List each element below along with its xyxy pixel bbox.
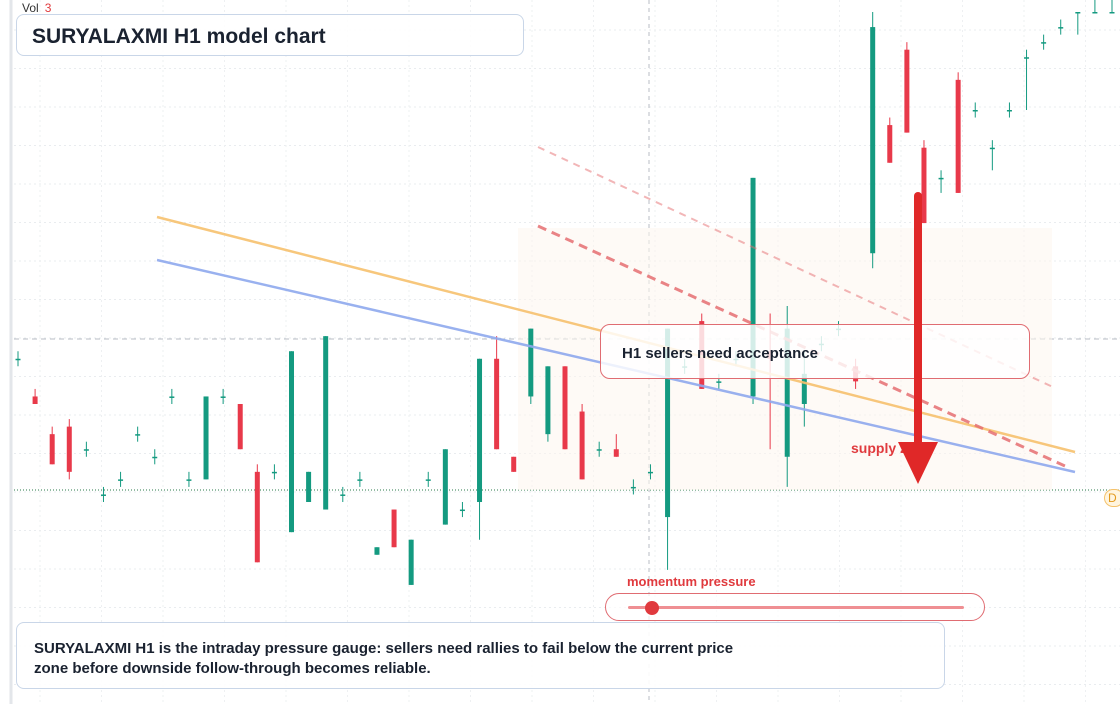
candle[interactable] xyxy=(289,351,294,533)
volume-indicator: Vol 3 xyxy=(22,1,51,15)
candles-layer xyxy=(15,0,1115,585)
candle[interactable] xyxy=(391,509,397,548)
gauge-track xyxy=(628,606,964,609)
candle[interactable] xyxy=(15,351,21,367)
candle[interactable] xyxy=(340,486,346,502)
candle[interactable] xyxy=(442,449,448,525)
acceptance-callout: H1 sellers need acceptance xyxy=(600,324,1030,379)
candle[interactable] xyxy=(904,42,910,133)
momentum-gauge[interactable] xyxy=(605,593,985,621)
candle[interactable] xyxy=(989,140,995,171)
price-tag[interactable]: D xyxy=(1104,489,1120,507)
candle[interactable] xyxy=(408,539,414,585)
candle[interactable] xyxy=(1109,0,1115,14)
candle[interactable] xyxy=(579,404,585,480)
upper-resistance-line xyxy=(537,146,1056,389)
candle[interactable] xyxy=(630,479,636,495)
summary-note-box: SURYALAXMI H1 is the intraday pressure g… xyxy=(16,622,945,689)
candle[interactable] xyxy=(186,471,192,487)
candle[interactable] xyxy=(1058,19,1064,35)
momentum-gauge-title: momentum pressure xyxy=(627,574,756,589)
candle[interactable] xyxy=(545,366,551,442)
chart-title: SURYALAXMI H1 model chart xyxy=(32,25,326,48)
summary-note: SURYALAXMI H1 is the intraday pressure g… xyxy=(34,640,734,677)
candle[interactable] xyxy=(1006,102,1012,118)
candle[interactable] xyxy=(459,502,465,518)
candle[interactable] xyxy=(921,140,927,224)
candle[interactable] xyxy=(152,449,158,465)
candle[interactable] xyxy=(511,456,517,472)
candle[interactable] xyxy=(938,170,944,193)
candle[interactable] xyxy=(323,336,329,510)
candle[interactable] xyxy=(49,426,55,465)
candle[interactable] xyxy=(220,388,226,404)
candle[interactable] xyxy=(1075,12,1081,35)
candle[interactable] xyxy=(955,72,961,193)
candle[interactable] xyxy=(972,102,978,118)
candle[interactable] xyxy=(83,441,89,457)
candle[interactable] xyxy=(135,426,141,442)
candle[interactable] xyxy=(237,404,243,450)
candle[interactable] xyxy=(870,12,876,269)
volume-label: Vol xyxy=(22,1,39,15)
candle[interactable] xyxy=(374,547,380,555)
candle[interactable] xyxy=(477,358,483,540)
volume-value: 3 xyxy=(44,1,52,15)
candle[interactable] xyxy=(271,464,277,480)
chart-title-box: SURYALAXMI H1 model chart xyxy=(16,14,524,56)
candle[interactable] xyxy=(613,434,619,457)
supply-zone-label: supply zone xyxy=(851,440,932,456)
candle[interactable] xyxy=(66,419,72,480)
candle[interactable] xyxy=(203,396,209,480)
callout-text: H1 sellers need acceptance xyxy=(622,345,818,362)
candle[interactable] xyxy=(494,336,500,450)
candle[interactable] xyxy=(32,388,38,404)
candle[interactable] xyxy=(1041,34,1047,50)
candle[interactable] xyxy=(647,464,653,480)
candle[interactable] xyxy=(100,486,106,502)
candle[interactable] xyxy=(562,366,568,450)
candle[interactable] xyxy=(357,471,363,487)
candle[interactable] xyxy=(596,441,602,457)
candle[interactable] xyxy=(306,471,312,502)
candle[interactable] xyxy=(254,464,260,563)
candle[interactable] xyxy=(169,388,175,404)
gauge-knob[interactable] xyxy=(644,601,659,615)
candle[interactable] xyxy=(1092,0,1098,14)
candle[interactable] xyxy=(1024,49,1030,110)
candle[interactable] xyxy=(118,471,124,487)
candle[interactable] xyxy=(528,328,534,404)
candle[interactable] xyxy=(887,117,893,163)
candle[interactable] xyxy=(425,471,431,487)
